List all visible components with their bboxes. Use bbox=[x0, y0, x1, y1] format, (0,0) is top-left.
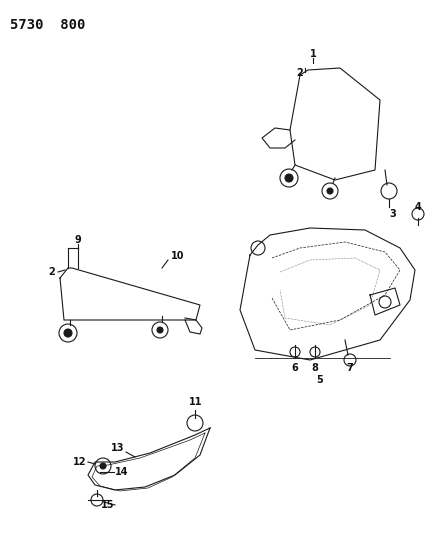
Text: 3: 3 bbox=[390, 209, 396, 219]
Circle shape bbox=[157, 327, 163, 333]
Circle shape bbox=[285, 174, 293, 182]
Text: 11: 11 bbox=[189, 397, 203, 407]
Text: 15: 15 bbox=[101, 500, 115, 510]
Text: 4: 4 bbox=[414, 202, 421, 212]
Circle shape bbox=[64, 329, 72, 337]
Text: 10: 10 bbox=[171, 251, 185, 261]
Text: 8: 8 bbox=[311, 363, 318, 373]
Text: 13: 13 bbox=[111, 443, 125, 453]
Text: 14: 14 bbox=[115, 467, 129, 477]
Text: 5: 5 bbox=[317, 375, 323, 385]
Text: 2: 2 bbox=[48, 267, 55, 277]
Text: 5730  800: 5730 800 bbox=[10, 18, 85, 32]
Circle shape bbox=[327, 188, 333, 194]
Text: 6: 6 bbox=[292, 363, 299, 373]
Circle shape bbox=[100, 463, 106, 469]
Text: 9: 9 bbox=[75, 235, 82, 245]
Text: 1: 1 bbox=[310, 49, 316, 59]
Text: 12: 12 bbox=[73, 457, 87, 467]
Text: 7: 7 bbox=[347, 363, 353, 373]
Text: 2: 2 bbox=[296, 68, 303, 78]
